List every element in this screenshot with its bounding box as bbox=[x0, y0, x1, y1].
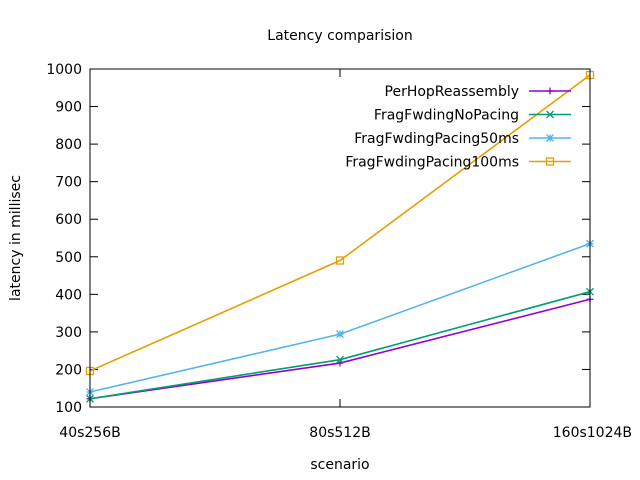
star-marker bbox=[336, 330, 344, 339]
y-tick-label: 1000 bbox=[46, 62, 82, 78]
series-FragFwdingNoPacing bbox=[86, 287, 594, 403]
x-axis: 40s256B 80s512B 160s1024B bbox=[59, 69, 632, 441]
x-tick-label: 40s256B bbox=[59, 425, 120, 441]
y-tick-label: 800 bbox=[55, 137, 82, 153]
star-marker bbox=[546, 134, 554, 142]
legend-item: PerHopReassembly bbox=[385, 84, 571, 100]
y-axis: 100 200 300 400 500 600 700 800 900 1000 bbox=[46, 62, 590, 416]
y-tick-label: 700 bbox=[55, 175, 82, 191]
legend-label: FragFwdingNoPacing bbox=[374, 108, 519, 124]
y-tick-label: 400 bbox=[55, 287, 82, 303]
y-tick-label: 100 bbox=[55, 400, 82, 416]
y-tick-label: 600 bbox=[55, 212, 82, 228]
legend-label: PerHopReassembly bbox=[385, 84, 519, 100]
legend-item: FragFwdingPacing50ms bbox=[354, 131, 571, 147]
plus-marker bbox=[336, 359, 344, 367]
cross-marker bbox=[546, 110, 554, 119]
x-axis-label: scenario bbox=[310, 457, 369, 473]
y-tick-label: 300 bbox=[55, 325, 82, 341]
y-axis-label: latency in millisec bbox=[8, 175, 24, 301]
legend: PerHopReassembly FragFwdingNoPacing FragFw… bbox=[345, 84, 571, 171]
legend-item: FragFwdingPacing100ms bbox=[345, 155, 571, 171]
legend-label: FragFwdingPacing50ms bbox=[354, 131, 519, 147]
plus-marker bbox=[546, 87, 554, 95]
series-layer bbox=[85, 70, 595, 403]
square-marker bbox=[335, 256, 345, 265]
series-line bbox=[89, 290, 591, 400]
y-tick-label: 900 bbox=[55, 100, 82, 116]
y-tick-label: 200 bbox=[55, 362, 82, 378]
x-tick-label: 160s1024B bbox=[553, 425, 632, 441]
square-marker bbox=[545, 157, 555, 166]
x-tick-label: 80s512B bbox=[309, 425, 370, 441]
chart-title: Latency comparision bbox=[267, 28, 412, 44]
plot-frame bbox=[89, 68, 591, 408]
cross-marker bbox=[336, 355, 344, 364]
legend-item: FragFwdingNoPacing bbox=[374, 108, 571, 124]
legend-label: FragFwdingPacing100ms bbox=[345, 155, 519, 171]
y-tick-label: 500 bbox=[55, 250, 82, 266]
series-line bbox=[89, 298, 591, 400]
series-line bbox=[89, 74, 591, 372]
